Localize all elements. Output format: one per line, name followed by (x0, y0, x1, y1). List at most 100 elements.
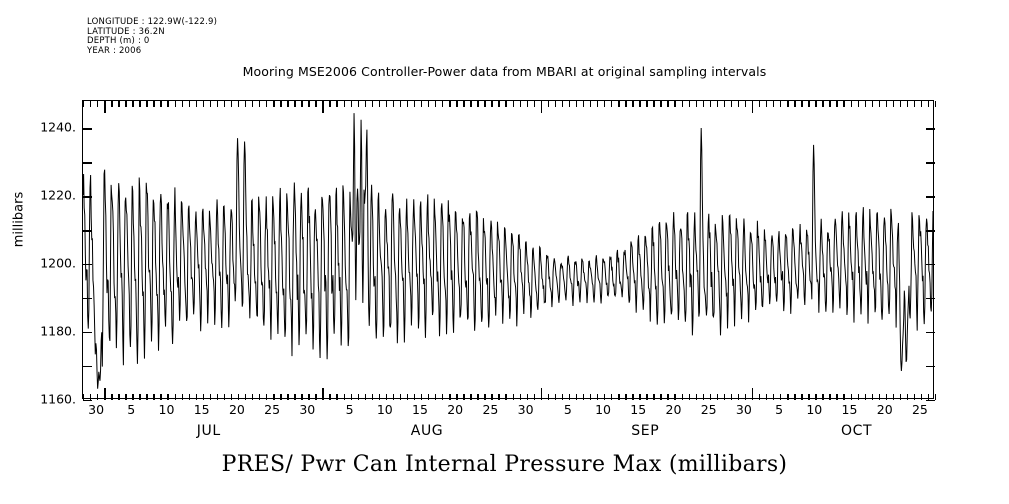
axis-tick (589, 101, 592, 107)
axis-tick (744, 394, 747, 400)
x-axis-tick-labels: 30 5 10 15 20 25 30 5 10 15 20 25 30 5 10 15 20 25 30 5 10 15… (82, 402, 934, 418)
axis-tick (730, 101, 733, 107)
axis-tick (230, 101, 233, 107)
axis-tick (892, 394, 895, 400)
axis-tick (709, 101, 712, 107)
x-tick-label: 25 (264, 402, 281, 417)
data-series-line (83, 101, 933, 398)
axis-tick (822, 394, 824, 400)
axis-tick (484, 394, 486, 400)
axis-tick (766, 394, 768, 400)
axis-tick (681, 101, 683, 107)
axis-tick (301, 101, 303, 107)
x-tick-label: 15 (412, 402, 428, 417)
x-tick-label: 30 (299, 402, 316, 417)
axis-tick (625, 394, 627, 400)
axis-tick (533, 101, 536, 107)
axis-tick (273, 101, 275, 107)
axis-tick (125, 101, 127, 107)
axis-tick (632, 394, 634, 400)
chart-title: Mooring MSE2006 Controller-Power data fr… (242, 64, 767, 79)
axis-tick (639, 101, 641, 107)
axis-tick (266, 394, 268, 400)
axis-tick (477, 394, 479, 400)
axis-tick (230, 394, 233, 400)
axis-tick (350, 394, 352, 400)
axis-tick (118, 101, 120, 107)
axis-tick (357, 394, 359, 400)
month-label: SEP (631, 423, 660, 439)
axis-tick (174, 394, 176, 400)
axis-tick (926, 400, 935, 402)
metadata-year: YEAR : 2006 (87, 45, 142, 56)
month-label: JUL (196, 423, 221, 439)
axis-tick (83, 394, 85, 400)
x-tick-label: 20 (228, 402, 245, 417)
axis-tick (702, 101, 705, 107)
metadata-depth: DEPTH (m) : 0 (87, 36, 150, 47)
axis-tick (83, 196, 92, 198)
axis-tick (202, 101, 205, 107)
axis-tick (533, 394, 536, 400)
axis-tick (188, 101, 190, 107)
axis-tick (526, 394, 528, 400)
axis-tick (815, 394, 817, 400)
axis-tick (702, 394, 705, 400)
axis-tick (787, 394, 789, 400)
axis-tick (181, 101, 183, 107)
axis-tick (364, 394, 367, 400)
axis-tick (751, 101, 754, 113)
axis-tick (237, 101, 240, 107)
axis-tick (442, 101, 444, 107)
axis-tick (413, 101, 416, 107)
axis-tick (83, 366, 92, 368)
axis-tick (315, 394, 317, 400)
axis-tick (484, 101, 486, 107)
axis-tick (139, 394, 141, 400)
axis-tick (660, 394, 662, 400)
axis-tick (223, 101, 226, 107)
axis-tick (428, 101, 430, 107)
axis-tick (146, 394, 148, 400)
axis-tick (780, 394, 782, 400)
axis-tick (435, 394, 437, 400)
axis-tick (385, 394, 388, 400)
axis-tick (766, 101, 768, 107)
axis-tick (442, 394, 444, 400)
axis-tick (808, 394, 810, 400)
axis-tick (540, 388, 543, 400)
axis-tick (843, 394, 845, 400)
axis-tick (899, 101, 902, 107)
axis-tick (653, 101, 655, 107)
axis-tick (315, 101, 317, 107)
axis-tick (322, 101, 324, 113)
axis-tick (857, 101, 859, 107)
axis-tick (773, 394, 775, 400)
axis-tick (780, 101, 782, 107)
axis-tick (83, 400, 92, 402)
axis-tick (561, 101, 564, 107)
axis-tick (160, 101, 162, 107)
axis-tick (435, 101, 437, 107)
axis-tick (611, 101, 613, 107)
axis-tick (935, 394, 937, 400)
axis-tick (674, 394, 676, 400)
axis-tick (758, 394, 761, 400)
axis-tick (899, 394, 902, 400)
axis-tick (758, 101, 761, 107)
axis-tick (259, 101, 261, 107)
axis-tick (132, 394, 134, 400)
axis-tick (104, 388, 106, 400)
axis-tick (829, 101, 831, 107)
axis-tick (378, 101, 381, 107)
axis-tick (885, 101, 888, 107)
axis-tick (364, 101, 367, 107)
x-tick-label: 5 (345, 402, 354, 417)
x-tick-label: 30 (517, 402, 534, 417)
axis-tick (582, 394, 585, 400)
axis-tick (857, 394, 859, 400)
axis-tick (181, 394, 183, 400)
axis-tick (83, 264, 92, 266)
axis-tick (926, 366, 935, 368)
axis-tick (688, 101, 690, 107)
